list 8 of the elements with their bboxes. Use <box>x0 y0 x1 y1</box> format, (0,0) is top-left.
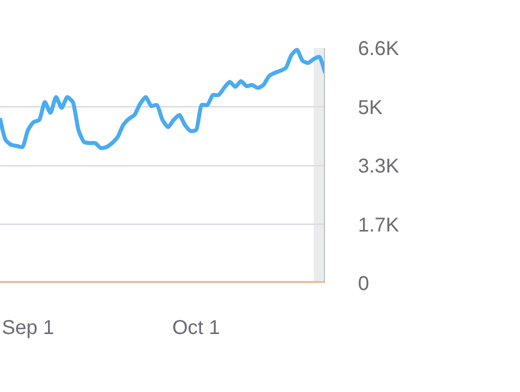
y-tick-label: 5K <box>358 96 384 119</box>
line-series <box>0 48 325 150</box>
y-tick-label: 3.3K <box>358 156 400 178</box>
y-tick-label: 0 <box>358 273 370 295</box>
y-tick-label: 6.6K <box>358 38 400 60</box>
y-tick-label: 1.7K <box>358 214 400 236</box>
x-tick-label: Sep 1 <box>2 317 54 339</box>
x-tick-label: Oct 1 <box>172 317 220 339</box>
